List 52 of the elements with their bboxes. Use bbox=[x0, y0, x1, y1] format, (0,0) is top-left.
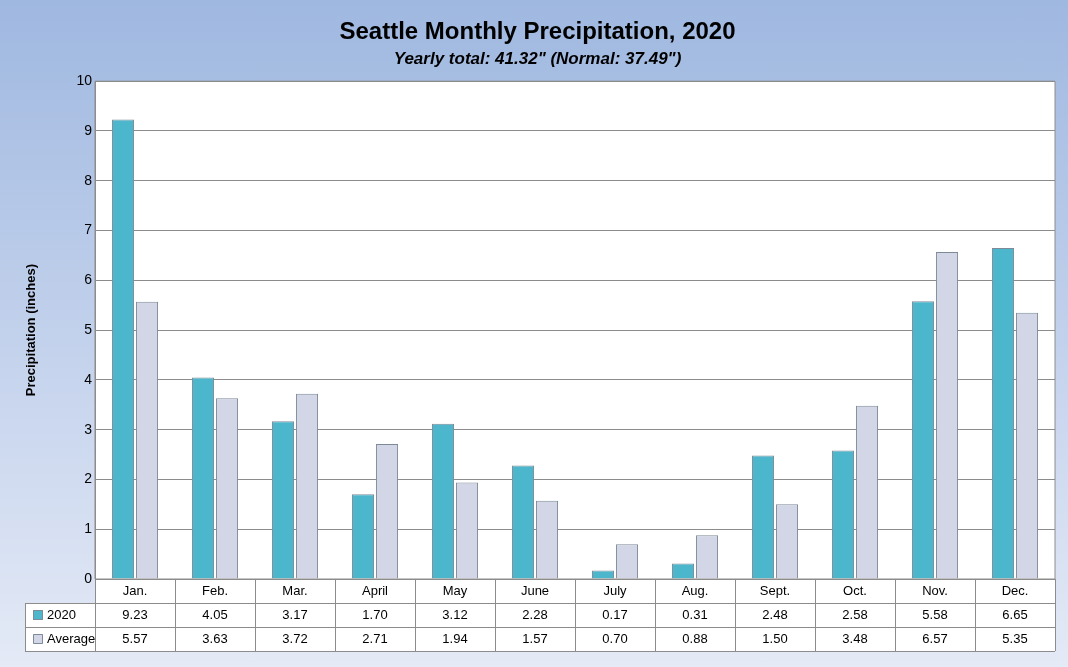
data-label: 3.12 bbox=[442, 606, 468, 622]
data-label: 5.57 bbox=[122, 630, 148, 646]
data-label: 0.70 bbox=[602, 630, 628, 646]
y-tick-label: 0 bbox=[84, 569, 93, 586]
y-tick-label: 7 bbox=[84, 221, 93, 238]
data-label: 3.72 bbox=[282, 630, 308, 646]
data-label: 3.48 bbox=[842, 630, 868, 646]
y-tick-label: 3 bbox=[84, 420, 93, 437]
x-tick-label: June bbox=[520, 582, 550, 598]
data-label: 5.58 bbox=[922, 606, 948, 622]
x-tick-label: July bbox=[603, 582, 628, 598]
x-tick-label: Mar. bbox=[282, 582, 308, 598]
data-label: 2.28 bbox=[522, 606, 548, 622]
data-label: 2.71 bbox=[362, 630, 388, 646]
y-tick-label: 6 bbox=[84, 271, 93, 288]
y-tick-label: 5 bbox=[84, 320, 93, 337]
data-label: 4.05 bbox=[202, 606, 228, 622]
x-tick-label: April bbox=[361, 582, 389, 598]
y-tick-label: 1 bbox=[84, 520, 93, 537]
data-label: 3.17 bbox=[282, 606, 308, 622]
y-axis-title: Precipitation (inches) bbox=[23, 264, 39, 397]
legend-label: Average bbox=[47, 630, 96, 646]
y-tick-label: 2 bbox=[84, 470, 93, 487]
data-label: 0.88 bbox=[682, 630, 708, 646]
x-tick-label: Jan. bbox=[122, 582, 148, 598]
legend-label: 2020 bbox=[47, 606, 76, 622]
x-tick-label: Oct. bbox=[843, 582, 867, 598]
chart-title: Seattle Monthly Precipitation, 2020 bbox=[339, 17, 736, 45]
chart-subtitle: Yearly total: 41.32" (Normal: 37.49") bbox=[393, 48, 682, 68]
x-tick-label: Nov. bbox=[922, 582, 948, 598]
x-tick-label: Feb. bbox=[201, 582, 229, 598]
data-label: 5.35 bbox=[1002, 630, 1028, 646]
data-label: 6.65 bbox=[1002, 606, 1028, 622]
y-tick-label: 4 bbox=[84, 370, 93, 387]
data-label: 1.94 bbox=[442, 630, 468, 646]
y-tick-label: 10 bbox=[76, 72, 93, 89]
x-tick-label: Sept. bbox=[759, 582, 791, 598]
data-label: 0.31 bbox=[682, 606, 708, 622]
data-label: 1.57 bbox=[522, 630, 548, 646]
x-tick-label: Dec. bbox=[1001, 582, 1029, 598]
data-label: 1.70 bbox=[362, 606, 388, 622]
data-label: 0.17 bbox=[602, 606, 628, 622]
data-label: 6.57 bbox=[922, 630, 948, 646]
data-label: 2.48 bbox=[762, 606, 788, 622]
y-tick-label: 8 bbox=[84, 171, 93, 188]
data-label: 3.63 bbox=[202, 630, 228, 646]
data-label: 9.23 bbox=[122, 606, 148, 622]
data-label: 1.50 bbox=[762, 630, 788, 646]
x-tick-label: Aug. bbox=[681, 582, 709, 598]
y-tick-label: 9 bbox=[84, 121, 93, 138]
x-tick-label: May bbox=[442, 582, 468, 598]
data-label: 2.58 bbox=[842, 606, 868, 622]
